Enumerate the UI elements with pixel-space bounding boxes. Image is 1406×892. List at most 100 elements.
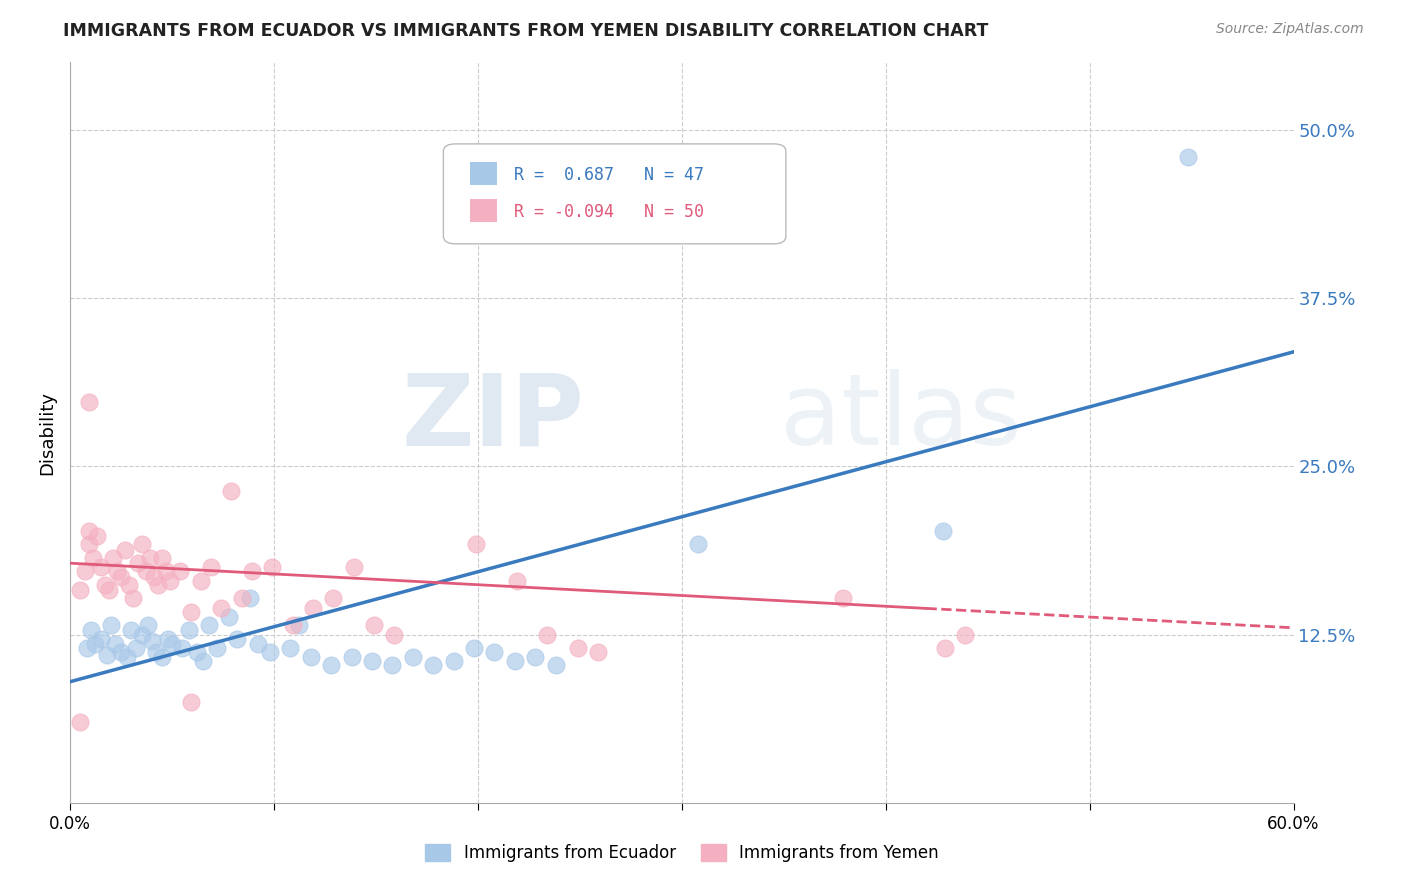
Point: [340, 650, 363, 665]
Point: [172, 640, 194, 655]
Text: atlas: atlas: [780, 369, 1021, 467]
Text: ZIP: ZIP: [401, 369, 583, 467]
Point: [150, 550, 173, 565]
Point: [384, 627, 406, 641]
Point: [231, 591, 253, 606]
Point: [177, 624, 200, 638]
Point: [69, 714, 91, 729]
FancyBboxPatch shape: [470, 199, 498, 221]
Y-axis label: Disability: Disability: [38, 391, 56, 475]
Point: [82, 550, 104, 565]
Point: [209, 600, 232, 615]
Point: [136, 618, 159, 632]
Point: [287, 618, 309, 632]
Point: [104, 637, 127, 651]
Point: [139, 550, 162, 565]
Point: [159, 574, 181, 588]
Point: [240, 564, 263, 578]
Point: [402, 650, 425, 665]
Point: [131, 627, 153, 641]
Point: [77, 537, 100, 551]
Point: [262, 560, 284, 574]
Point: [79, 624, 103, 638]
Point: [361, 655, 384, 669]
Point: [321, 658, 343, 673]
Point: [363, 618, 385, 632]
FancyBboxPatch shape: [443, 144, 786, 244]
Point: [141, 634, 163, 648]
Point: [122, 591, 145, 606]
Point: [934, 640, 956, 655]
Point: [465, 537, 488, 551]
Point: [169, 564, 191, 578]
Point: [105, 564, 128, 578]
Point: [832, 591, 855, 606]
Point: [69, 583, 91, 598]
Point: [180, 605, 202, 619]
Point: [239, 591, 262, 606]
Point: [422, 658, 444, 673]
Point: [567, 640, 589, 655]
Point: [110, 569, 132, 583]
Point: [343, 560, 366, 574]
Point: [96, 648, 118, 662]
Point: [281, 618, 304, 632]
Point: [588, 645, 610, 659]
Point: [118, 578, 141, 592]
Point: [83, 637, 105, 651]
Point: [90, 632, 112, 646]
Point: [190, 574, 212, 588]
Point: [146, 578, 169, 592]
Point: [127, 556, 149, 570]
Point: [506, 574, 529, 588]
Point: [121, 624, 143, 638]
Point: [443, 655, 465, 669]
Point: [73, 564, 96, 578]
Point: [524, 650, 547, 665]
Point: [536, 627, 558, 641]
Point: [155, 564, 177, 578]
Point: [117, 650, 139, 665]
Point: [135, 564, 157, 578]
Point: [198, 618, 221, 632]
Text: IMMIGRANTS FROM ECUADOR VS IMMIGRANTS FROM YEMEN DISABILITY CORRELATION CHART: IMMIGRANTS FROM ECUADOR VS IMMIGRANTS FR…: [63, 22, 988, 40]
Legend: Immigrants from Ecuador, Immigrants from Yemen: Immigrants from Ecuador, Immigrants from…: [419, 837, 945, 869]
Point: [110, 645, 132, 659]
Point: [1177, 150, 1199, 164]
Point: [98, 583, 121, 598]
Point: [100, 618, 122, 632]
Point: [101, 550, 124, 565]
Text: Source: ZipAtlas.com: Source: ZipAtlas.com: [1216, 22, 1364, 37]
Point: [90, 560, 112, 574]
Point: [955, 627, 977, 641]
Point: [180, 695, 202, 709]
Point: [77, 394, 100, 409]
Point: [218, 610, 240, 624]
Point: [484, 645, 506, 659]
Point: [76, 640, 98, 655]
Point: [142, 569, 165, 583]
Point: [205, 640, 228, 655]
Point: [688, 537, 710, 551]
Point: [145, 645, 167, 659]
Point: [186, 645, 208, 659]
Point: [200, 560, 222, 574]
Point: [221, 483, 243, 498]
Point: [86, 529, 108, 543]
Point: [150, 650, 173, 665]
Point: [246, 637, 269, 651]
Point: [191, 655, 214, 669]
Point: [381, 658, 404, 673]
Point: [77, 524, 100, 538]
Point: [131, 537, 153, 551]
Point: [280, 640, 302, 655]
Text: R = -0.094   N = 50: R = -0.094 N = 50: [515, 203, 704, 221]
Point: [299, 650, 322, 665]
Point: [259, 645, 281, 659]
Point: [302, 600, 325, 615]
Point: [114, 542, 136, 557]
Point: [157, 632, 180, 646]
Point: [322, 591, 344, 606]
Point: [544, 658, 567, 673]
Text: R =  0.687   N = 47: R = 0.687 N = 47: [515, 166, 704, 184]
